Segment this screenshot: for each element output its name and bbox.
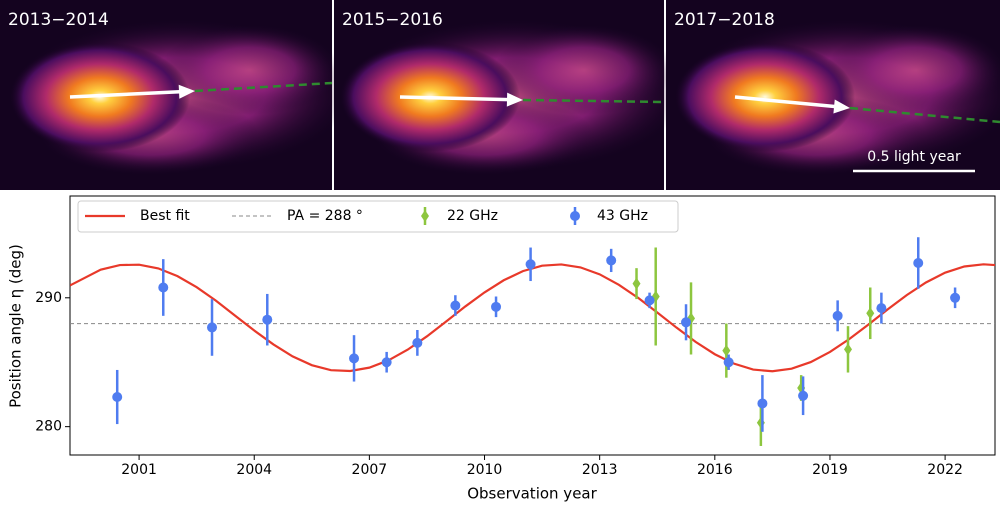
- image-panel: 2017−2018: [666, 0, 1000, 190]
- direction-arrow: [399, 95, 514, 102]
- legend-label: Best fit: [140, 208, 190, 224]
- circle-marker: [681, 317, 692, 328]
- direction-extension: [194, 81, 333, 93]
- diamond-marker: [722, 344, 731, 357]
- circle-marker: [207, 322, 218, 333]
- x-axis-label: Observation year: [467, 485, 597, 503]
- x-tick-label: 2007: [352, 462, 388, 478]
- x-tick-label: 2019: [812, 462, 848, 478]
- circle-marker: [798, 390, 809, 401]
- y-tick-label: 280: [35, 419, 62, 435]
- direction-arrow: [734, 95, 841, 109]
- legend-box: [77, 200, 679, 233]
- panel-label: 2013−2014: [8, 10, 109, 30]
- direction-arrow: [69, 89, 186, 99]
- x-tick-label: 2004: [236, 462, 272, 478]
- legend-label: 22 GHz: [447, 208, 498, 224]
- panel-label: 2015−2016: [342, 10, 443, 30]
- jet-plume: [494, 25, 674, 115]
- x-tick-label: 2022: [927, 462, 963, 478]
- circle-marker: [876, 303, 887, 314]
- diamond-marker: [632, 277, 641, 290]
- y-tick-label: 290: [35, 290, 62, 306]
- diamond-marker: [843, 343, 852, 356]
- diamond-marker: [421, 210, 429, 222]
- jet-core: [675, 42, 855, 152]
- circle-marker: [525, 259, 536, 270]
- circle-marker: [262, 314, 273, 325]
- circle-marker: [723, 357, 734, 368]
- circle-marker: [913, 258, 924, 269]
- direction-extension: [522, 98, 665, 104]
- jet-plume: [826, 25, 1000, 115]
- x-tick-label: 2013: [582, 462, 618, 478]
- x-tick-label: 2010: [467, 462, 503, 478]
- panel-label: 2017−2018: [674, 10, 775, 30]
- legend-label: PA = 288 °: [287, 208, 363, 224]
- diamond-marker: [756, 416, 765, 429]
- legend: Best fit PA = 288 ° 22 GHz 43 GHz: [77, 200, 679, 233]
- circle-marker: [450, 300, 461, 311]
- circle-marker: [349, 353, 360, 364]
- circle-marker: [112, 392, 123, 403]
- x-tick-label: 2001: [121, 462, 157, 478]
- circle-marker: [381, 357, 392, 368]
- circle-marker: [832, 310, 843, 321]
- arrow-head: [833, 99, 850, 114]
- circle-marker: [606, 255, 617, 266]
- fit-line: [70, 263, 995, 373]
- legend-label: 43 GHz: [597, 208, 648, 224]
- circle-marker: [757, 398, 768, 409]
- plot-area: [70, 237, 995, 446]
- image-panel: 2013−2014: [0, 0, 350, 190]
- arrow-head: [178, 84, 195, 99]
- plot-frame: [69, 195, 996, 456]
- x-tick-label: 2016: [697, 462, 733, 478]
- scale-bar-label: 0.5 light year: [867, 149, 961, 165]
- circle-marker: [950, 292, 961, 303]
- image-panel: 2015−2016: [334, 0, 684, 190]
- image-panels: 2013−2014 2015−2016 2017−2018 0.5 light yea…: [0, 0, 1000, 190]
- diamond-marker: [866, 307, 875, 320]
- arrow-head: [506, 92, 523, 107]
- circle-marker: [412, 337, 423, 348]
- y-axis-label: Position angle η (deg): [7, 244, 25, 408]
- circle-marker: [644, 295, 655, 306]
- jet-plume: [160, 25, 340, 115]
- circle-marker: [158, 282, 169, 293]
- circle-marker: [570, 211, 580, 221]
- circle-marker: [491, 301, 502, 312]
